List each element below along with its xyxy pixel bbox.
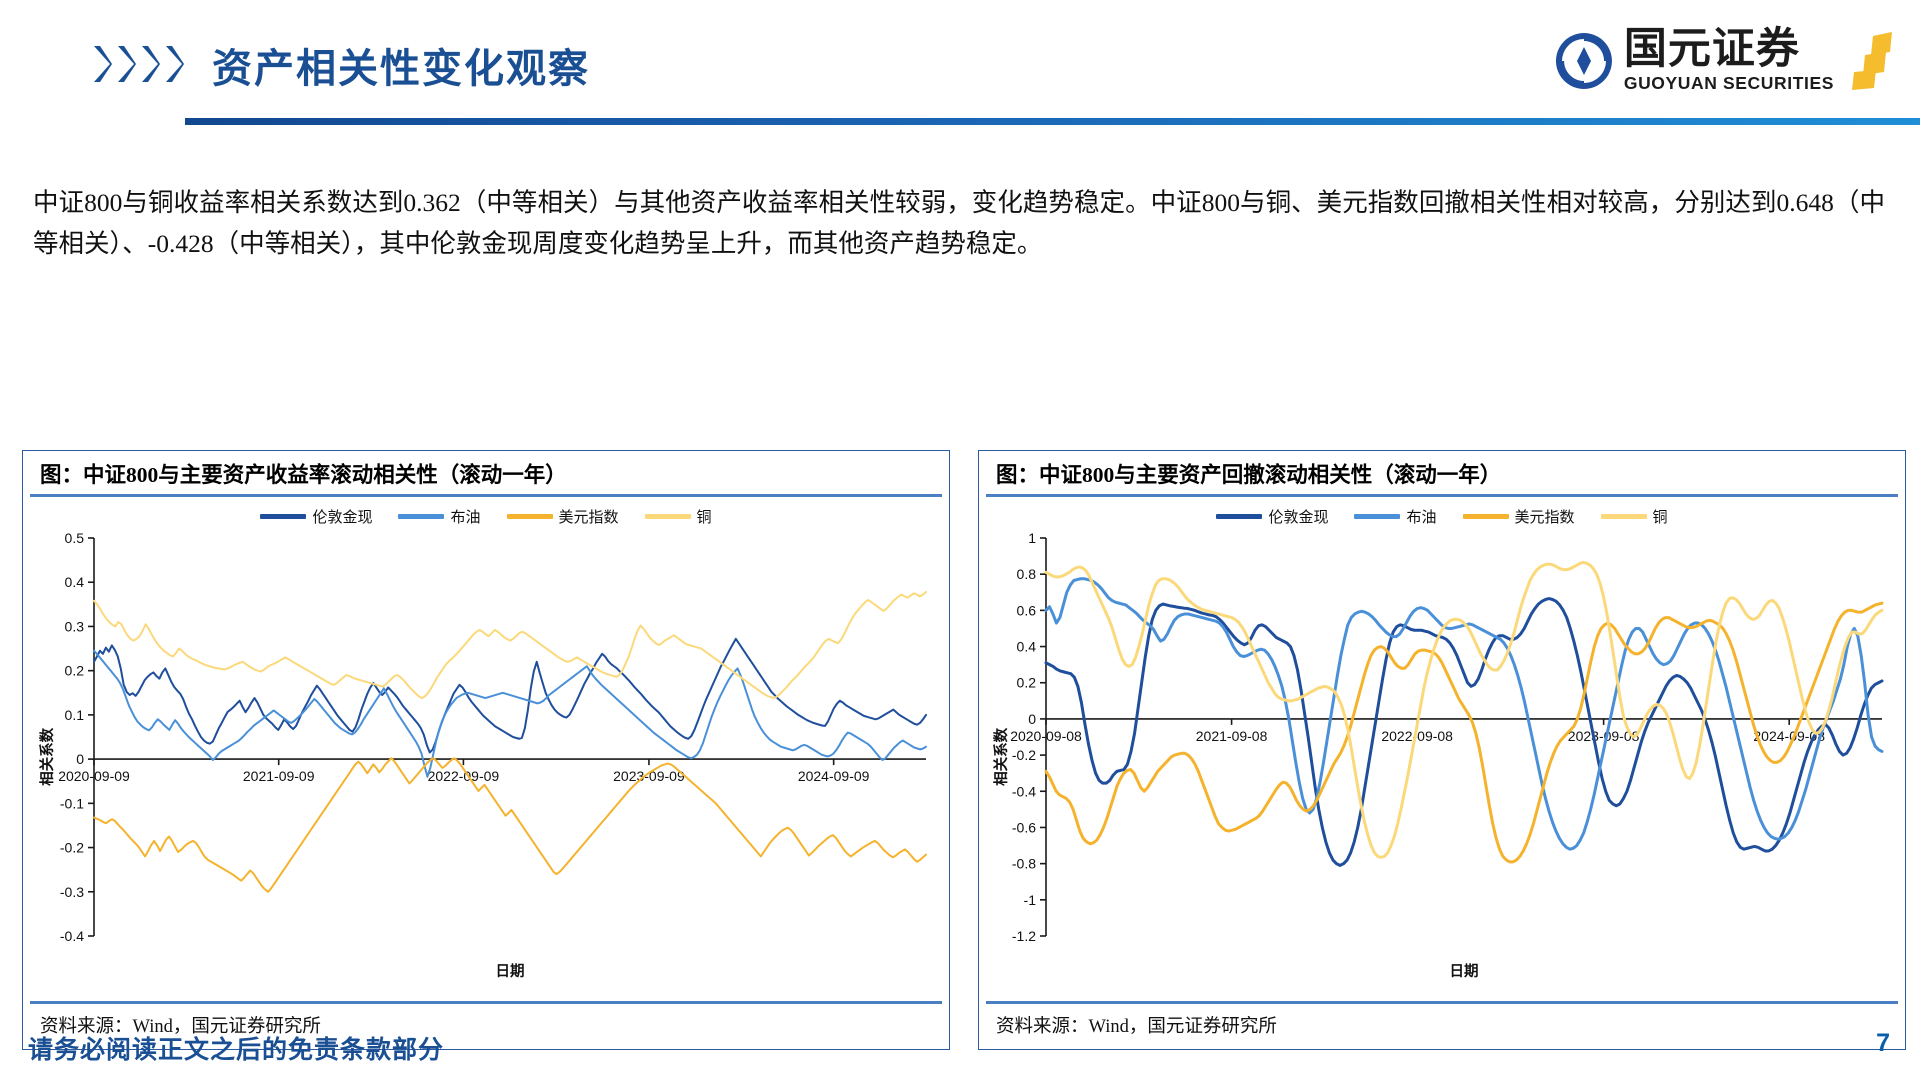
chart-title-right: 图：中证800与主要资产回撤滚动相关性（滚动一年） — [996, 463, 1502, 487]
legend-item-dollar-index: 美元指数 — [506, 506, 619, 527]
svg-text:相关系数: 相关系数 — [38, 727, 56, 785]
legend-label-brent-oil: 布油 — [450, 510, 481, 526]
svg-text:-0.4: -0.4 — [1012, 783, 1036, 799]
double-chevron-right-icon — [92, 44, 186, 84]
logo-stars-icon — [1840, 30, 1898, 92]
svg-text:2020-09-08: 2020-09-08 — [1010, 728, 1082, 744]
page-header: 资产相关性变化观察 国元证券 GUOYUAN SECURITIES — [0, 0, 1920, 135]
svg-text:-0.3: -0.3 — [60, 884, 84, 900]
chart-plot-left: 0.5 0.4 0.3 0.2 0.1 0 -0.1 -0.2 -0.3 -0.4 2020-09-… — [32, 532, 940, 982]
legend-swatch-london-gold — [260, 514, 307, 519]
chart-panel-right: 图：中证800与主要资产回撤滚动相关性（滚动一年） 伦敦金现 布油 美元指数 铜… — [978, 450, 1906, 1050]
chart-title-left: 图：中证800与主要资产收益率滚动相关性（滚动一年） — [40, 463, 567, 487]
svg-text:-0.2: -0.2 — [60, 840, 84, 856]
svg-text:0.6: 0.6 — [1017, 602, 1037, 618]
legend-label-dollar-index: 美元指数 — [1514, 510, 1575, 526]
svg-text:-0.8: -0.8 — [1012, 856, 1036, 872]
legend-label-london-gold: 伦敦金现 — [312, 510, 373, 526]
legend-label-dollar-index: 美元指数 — [558, 510, 619, 526]
svg-text:2023-09-09: 2023-09-09 — [613, 768, 685, 784]
svg-text:日期: 日期 — [496, 962, 525, 980]
svg-text:2022-09-09: 2022-09-09 — [428, 768, 500, 784]
svg-text:-0.4: -0.4 — [60, 928, 84, 944]
legend-item-dollar-index: 美元指数 — [1462, 506, 1575, 527]
svg-text:0.5: 0.5 — [65, 532, 85, 546]
svg-text:2021-09-09: 2021-09-09 — [243, 768, 315, 784]
chart-legend-right: 伦敦金现 布油 美元指数 铜 — [978, 506, 1906, 527]
svg-text:-0.2: -0.2 — [1012, 747, 1036, 763]
legend-swatch-london-gold — [1216, 514, 1263, 519]
svg-text:2024-09-08: 2024-09-08 — [1753, 728, 1825, 744]
legend-label-london-gold: 伦敦金现 — [1268, 510, 1329, 526]
svg-text:0.8: 0.8 — [1017, 566, 1037, 582]
panel-border-right — [978, 450, 1906, 1050]
svg-text:日期: 日期 — [1450, 962, 1479, 980]
legend-item-copper: 铜 — [1600, 506, 1668, 527]
svg-text:2023-09-08: 2023-09-08 — [1568, 728, 1640, 744]
logo-chinese-name: 国元证券 — [1623, 25, 1800, 73]
svg-text:1: 1 — [1028, 532, 1036, 546]
svg-text:2024-09-09: 2024-09-09 — [798, 768, 870, 784]
svg-text:2020-09-09: 2020-09-09 — [58, 768, 130, 784]
svg-text:-1: -1 — [1024, 892, 1037, 908]
guoyuan-mark-icon — [1554, 31, 1614, 91]
panel-footer-divider-left — [30, 1001, 942, 1004]
legend-item-london-gold: 伦敦金现 — [1216, 506, 1328, 527]
panel-footer-divider-right — [986, 1001, 1898, 1004]
svg-text:0.1: 0.1 — [65, 707, 85, 723]
svg-text:0.3: 0.3 — [65, 618, 85, 634]
svg-text:0: 0 — [1028, 711, 1036, 727]
header-divider — [185, 118, 1920, 125]
svg-text:0.4: 0.4 — [65, 574, 85, 590]
svg-text:-0.6: -0.6 — [1012, 819, 1036, 835]
legend-swatch-copper — [644, 514, 691, 519]
legend-item-brent-oil: 布油 — [398, 506, 481, 527]
company-logo: 国元证券 GUOYUAN SECURITIES — [1554, 25, 1898, 97]
panel-title-divider-left — [30, 494, 942, 497]
chart-legend-left: 伦敦金现 布油 美元指数 铜 — [22, 506, 950, 527]
chart-panel-left: 图：中证800与主要资产收益率滚动相关性（滚动一年） 伦敦金现 布油 美元指数 … — [22, 450, 950, 1050]
footer-disclaimer: 请务必阅读正文之后的免责条款部分 — [28, 1037, 445, 1064]
chart-source-left: 资料来源：Wind，国元证券研究所 — [40, 1017, 321, 1037]
legend-swatch-brent-oil — [1354, 514, 1401, 519]
chart-plot-right: 1 0.8 0.6 0.4 0.2 0 -0.2 -0.4 -0.6 -0.8 -1 -1.2 2020… — [988, 532, 1896, 982]
page-title: 资产相关性变化观察 — [212, 46, 590, 91]
legend-swatch-dollar-index — [506, 514, 553, 519]
svg-text:相关系数: 相关系数 — [992, 727, 1010, 785]
legend-item-london-gold: 伦敦金现 — [260, 506, 372, 527]
svg-text:0: 0 — [76, 751, 84, 767]
logo-english-name: GUOYUAN SECURITIES — [1623, 73, 1834, 94]
svg-text:0.2: 0.2 — [1017, 675, 1037, 691]
legend-label-copper: 铜 — [696, 510, 712, 526]
panel-title-divider-right — [986, 494, 1898, 497]
svg-text:0.2: 0.2 — [65, 663, 85, 679]
legend-swatch-copper — [1600, 514, 1647, 519]
page-number: 7 — [1876, 1029, 1890, 1057]
summary-paragraph: 中证800与铜收益率相关系数达到0.362（中等相关）与其他资产收益率相关性较弱… — [33, 188, 1885, 259]
svg-text:2021-09-08: 2021-09-08 — [1196, 728, 1268, 744]
svg-text:-1.2: -1.2 — [1012, 928, 1036, 944]
svg-text:2022-09-08: 2022-09-08 — [1381, 728, 1453, 744]
legend-label-copper: 铜 — [1652, 510, 1668, 526]
legend-swatch-dollar-index — [1462, 514, 1509, 519]
legend-label-brent-oil: 布油 — [1406, 510, 1437, 526]
chart-source-right: 资料来源：Wind，国元证券研究所 — [996, 1017, 1277, 1037]
legend-item-copper: 铜 — [644, 506, 712, 527]
legend-item-brent-oil: 布油 — [1354, 506, 1437, 527]
svg-text:0.4: 0.4 — [1017, 639, 1037, 655]
svg-text:-0.1: -0.1 — [60, 795, 84, 811]
legend-swatch-brent-oil — [398, 514, 445, 519]
